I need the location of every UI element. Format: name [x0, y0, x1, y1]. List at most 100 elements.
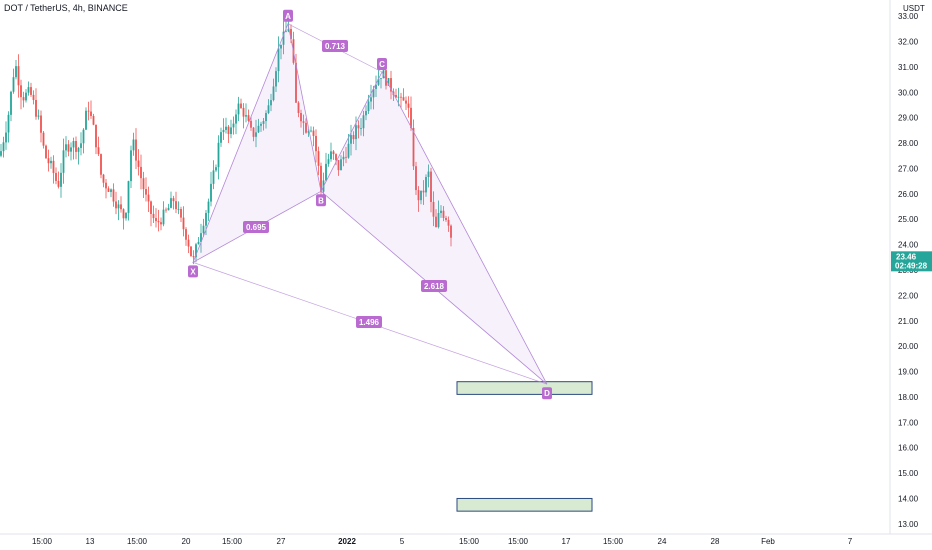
candle-body [200, 233, 202, 242]
candle-body [100, 154, 102, 175]
time-tick: 5 [400, 537, 405, 546]
candle-body [72, 141, 75, 148]
ratio-label: 0.713 [322, 40, 348, 52]
candle-body [302, 121, 305, 123]
candle-body [15, 66, 17, 78]
candle-body [355, 125, 357, 140]
candle-body [65, 144, 67, 151]
candle-body [52, 160, 55, 173]
candle-body [285, 31, 287, 33]
candle-body [12, 77, 15, 92]
candle-body [185, 229, 187, 240]
candle-body [450, 225, 452, 238]
candle-body [267, 105, 270, 114]
svg-text:B: B [318, 196, 324, 205]
time-tick: 2022 [338, 537, 356, 546]
candle-body [62, 150, 65, 173]
candle-body [237, 103, 240, 115]
candle-body [2, 142, 5, 152]
time-tick: 15:00 [459, 537, 480, 546]
candle-body [60, 172, 62, 187]
candle-body [192, 256, 195, 258]
candle-body [150, 201, 152, 214]
pattern-point-x: X [188, 265, 198, 278]
svg-text:X: X [190, 267, 196, 276]
candle-body [105, 182, 107, 189]
pattern-point-a: A [283, 9, 293, 22]
currency-label[interactable]: USDT [903, 4, 925, 13]
candle-body [410, 107, 412, 128]
candle-body [262, 121, 265, 124]
candle-body [347, 143, 350, 158]
candle-body [137, 160, 140, 167]
svg-text:C: C [379, 60, 385, 69]
candle-body [242, 107, 245, 117]
candle-body [420, 190, 422, 201]
candle-body [45, 145, 47, 159]
candle-body [250, 120, 252, 128]
candle-body [342, 156, 345, 160]
candle-body [170, 198, 172, 208]
candle-body [77, 147, 80, 152]
price-tick: 24.00 [898, 241, 919, 250]
candle-body [125, 212, 127, 219]
candle-body [425, 177, 427, 193]
price-axis[interactable]: 13.00 14.00 15.00 16.00 17.00 18.00 19.00 20.00… [898, 12, 919, 529]
candle-body [147, 194, 150, 202]
candle-body [7, 114, 10, 133]
candle-body [140, 166, 142, 179]
price-tick: 15.00 [898, 469, 919, 478]
candle-body [142, 178, 145, 190]
time-axis[interactable]: 15:00 13 15:00 20 15:00 27 2022 5 15:00 15:00 17 15… [32, 537, 853, 546]
candle-body [217, 142, 220, 168]
candle-body [177, 208, 180, 210]
candle-body [442, 210, 445, 218]
candle-body [232, 123, 235, 128]
candle-body [395, 95, 397, 98]
candle-body [422, 190, 425, 193]
candle-body [157, 221, 160, 223]
time-tick: 15:00 [603, 537, 624, 546]
price-tick: 25.00 [898, 215, 919, 224]
candle-body [417, 190, 420, 201]
candle-body [315, 135, 317, 152]
candle-body [167, 207, 170, 211]
candle-body [447, 219, 450, 226]
price-tick: 22.00 [898, 291, 919, 300]
candle-body [197, 241, 200, 245]
candle-body [367, 101, 370, 112]
candle-body [22, 97, 25, 101]
time-tick: 27 [277, 537, 286, 546]
candle-body [260, 123, 262, 126]
price-tick: 18.00 [898, 393, 919, 402]
candle-body [397, 96, 400, 98]
price-tick: 17.00 [898, 418, 919, 427]
candle-body [132, 139, 135, 151]
candle-body [305, 122, 307, 133]
ratio-label: 1.496 [356, 316, 382, 328]
candle-body [272, 86, 275, 101]
candle-body [415, 166, 417, 191]
candle-body [325, 163, 327, 181]
candle-body [55, 172, 57, 181]
candle-body [377, 78, 380, 85]
candle-body [252, 127, 255, 137]
candle-body [385, 70, 387, 86]
candle-body [412, 127, 415, 167]
candle-body [122, 209, 125, 219]
time-tick: 7 [848, 537, 853, 546]
candle-body [340, 159, 342, 171]
candle-body [320, 165, 322, 192]
candle-body [82, 129, 85, 144]
harmonic-pattern: X A B C D 0.713 0.695 2.618 1.496 [188, 9, 552, 400]
candle-body [437, 213, 440, 228]
candle-body [275, 71, 277, 87]
bar-countdown: 02:49:28 [895, 261, 928, 270]
candle-body [27, 87, 30, 93]
candle-body [352, 135, 355, 140]
candle-body [290, 29, 292, 40]
candle-body [75, 141, 77, 152]
candle-body [172, 198, 175, 202]
candle-body [130, 150, 132, 182]
